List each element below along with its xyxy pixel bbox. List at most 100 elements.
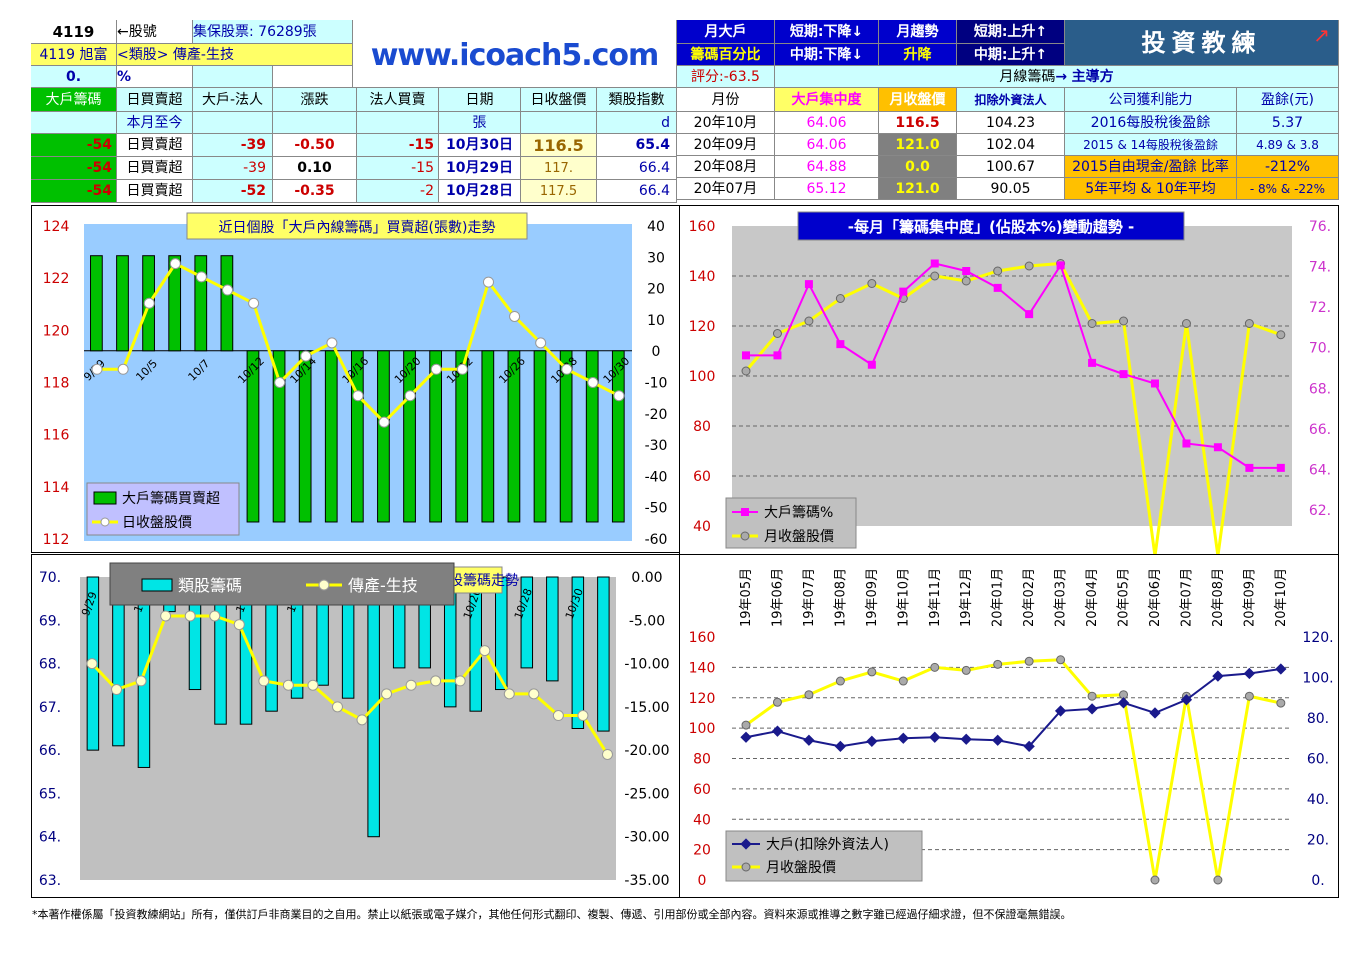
price-point (867, 279, 877, 288)
bar (533, 350, 547, 523)
index-point (430, 675, 442, 687)
price-point (1056, 655, 1066, 665)
y-left-tick: 140 (689, 269, 716, 285)
bar (377, 350, 390, 523)
y-left-tick: 67. (39, 700, 61, 716)
x-tick: 20年07月 (1179, 568, 1194, 627)
y-left-tick: 40 (693, 519, 711, 535)
col-header-5: 日期 (439, 88, 521, 112)
col-header-4: 法人買賣 (357, 88, 439, 112)
trend-arrow-icon: ↗ (1313, 23, 1330, 47)
panel-sector-chip: 70. 69. 68. 67. 66. 65. 64. 63. 0.00 -5.00 -10.00 -… (31, 554, 680, 898)
y-left-tick: 120 (43, 323, 70, 339)
code-note: ←股號 (117, 20, 193, 44)
m-conc: 64.06 (775, 134, 879, 156)
stock-code: 4119 (31, 20, 117, 44)
price-line (744, 261, 1282, 557)
y-left-tick: 68. (39, 657, 61, 673)
bar (571, 576, 585, 729)
price-point (835, 294, 845, 303)
y-right-tick: 72. (1309, 300, 1331, 316)
legend-marker (318, 579, 330, 591)
y-right-tick: 120. (1302, 630, 1333, 646)
y-right-tick: -35.00 (624, 873, 669, 889)
price-point (169, 258, 181, 270)
month-header-4: 公司獲利能力 (1065, 88, 1237, 112)
m-ex: 100.67 (957, 156, 1065, 178)
m-month: 20年08月 (677, 156, 775, 178)
row-index: 65.4 (597, 134, 677, 157)
y-right-tick: 100. (1302, 671, 1333, 687)
index-point (356, 714, 368, 726)
index-point (282, 679, 294, 691)
row-date: 10月30日 (439, 134, 521, 157)
y-left-tick: 80 (693, 752, 711, 768)
y-right-tick: -30 (645, 438, 668, 454)
y-right-tick: -5.00 (629, 613, 665, 629)
chart-sector-chip: 70. 69. 68. 67. 66. 65. 64. 63. 0.00 -5.00 -10.00 -… (39, 562, 670, 889)
ex-foreign-point (866, 735, 878, 747)
bar (481, 350, 495, 523)
concentration-point (1182, 439, 1191, 448)
price-point (195, 271, 207, 283)
y-left-tick: 112 (43, 532, 70, 548)
index-line (90, 614, 609, 756)
row-close: 116.5 (521, 134, 597, 157)
m-conc: 64.06 (775, 112, 879, 134)
index-point (86, 658, 98, 670)
y-left-tick: 114 (43, 480, 70, 496)
y-left-tick: 80 (693, 419, 711, 435)
price-line (745, 658, 1282, 881)
m-month: 20年07月 (677, 178, 775, 200)
y-left-tick: 100 (689, 721, 716, 737)
m-month: 20年09月 (677, 134, 775, 156)
m-profit: 2015 & 14每股稅後盈餘 (1065, 134, 1237, 156)
price-point (1087, 319, 1097, 328)
row-index: 66.4 (597, 180, 677, 203)
y-right-tick: -40 (645, 469, 668, 485)
m-profit: 2016每股稅後盈餘 (1065, 112, 1237, 134)
concentration-point (804, 280, 813, 289)
shares-count: 集保股票: 76289張 (193, 20, 353, 44)
x-tick: 20年02月 (1022, 568, 1037, 627)
index-point (454, 675, 466, 687)
lead-arrow: → (1055, 69, 1068, 85)
bar (246, 350, 260, 523)
row-close: 117.5 (521, 180, 597, 203)
col-header-3: 漲跌 (273, 88, 357, 112)
x-tick: 19年11月 (928, 568, 943, 627)
concentration-point (867, 360, 876, 369)
price-point (430, 363, 442, 375)
legend-box (725, 830, 923, 882)
index-point (160, 610, 172, 622)
concentration-point (1245, 463, 1254, 472)
price-point (961, 276, 971, 286)
y-right-tick: 64. (1309, 462, 1331, 478)
price-point (1024, 261, 1034, 271)
concentration-point (1088, 358, 1097, 367)
col-header-0: 大戶籌碼 (31, 88, 117, 112)
y-left-tick: 122 (43, 271, 70, 287)
price-point (456, 363, 468, 375)
ex-foreign-point (834, 740, 847, 753)
bar (168, 255, 182, 352)
col-header-1: 日買賣超 (117, 88, 193, 112)
bar (272, 350, 286, 523)
m-close: 121.0 (879, 178, 957, 200)
price-point (1150, 875, 1160, 885)
legend-box (725, 497, 857, 549)
row-big: -54 (31, 134, 117, 157)
index-point (307, 679, 319, 691)
price-point (1024, 656, 1034, 666)
price-point (1276, 330, 1286, 340)
panel-ex-foreign: 160 140 120 100 80 60 40 20 0 120. 100. 80. 60. 40. 20… (679, 554, 1339, 898)
mid-down: 中期:下降↓ (775, 44, 879, 66)
concentration-point (993, 283, 1002, 292)
y-right-tick: 20 (647, 282, 665, 298)
chart-monthly-concentration: 160 140 120 100 80 60 40 76. 74. 72. 70. 68. 66. 64. 6… (689, 211, 1331, 557)
index-point (405, 679, 417, 691)
y-right-tick: 0.00 (631, 570, 662, 586)
index-point (184, 610, 196, 622)
chip-pct: 籌碼百分比 (677, 44, 775, 66)
y-left-tick: 65. (39, 786, 61, 802)
